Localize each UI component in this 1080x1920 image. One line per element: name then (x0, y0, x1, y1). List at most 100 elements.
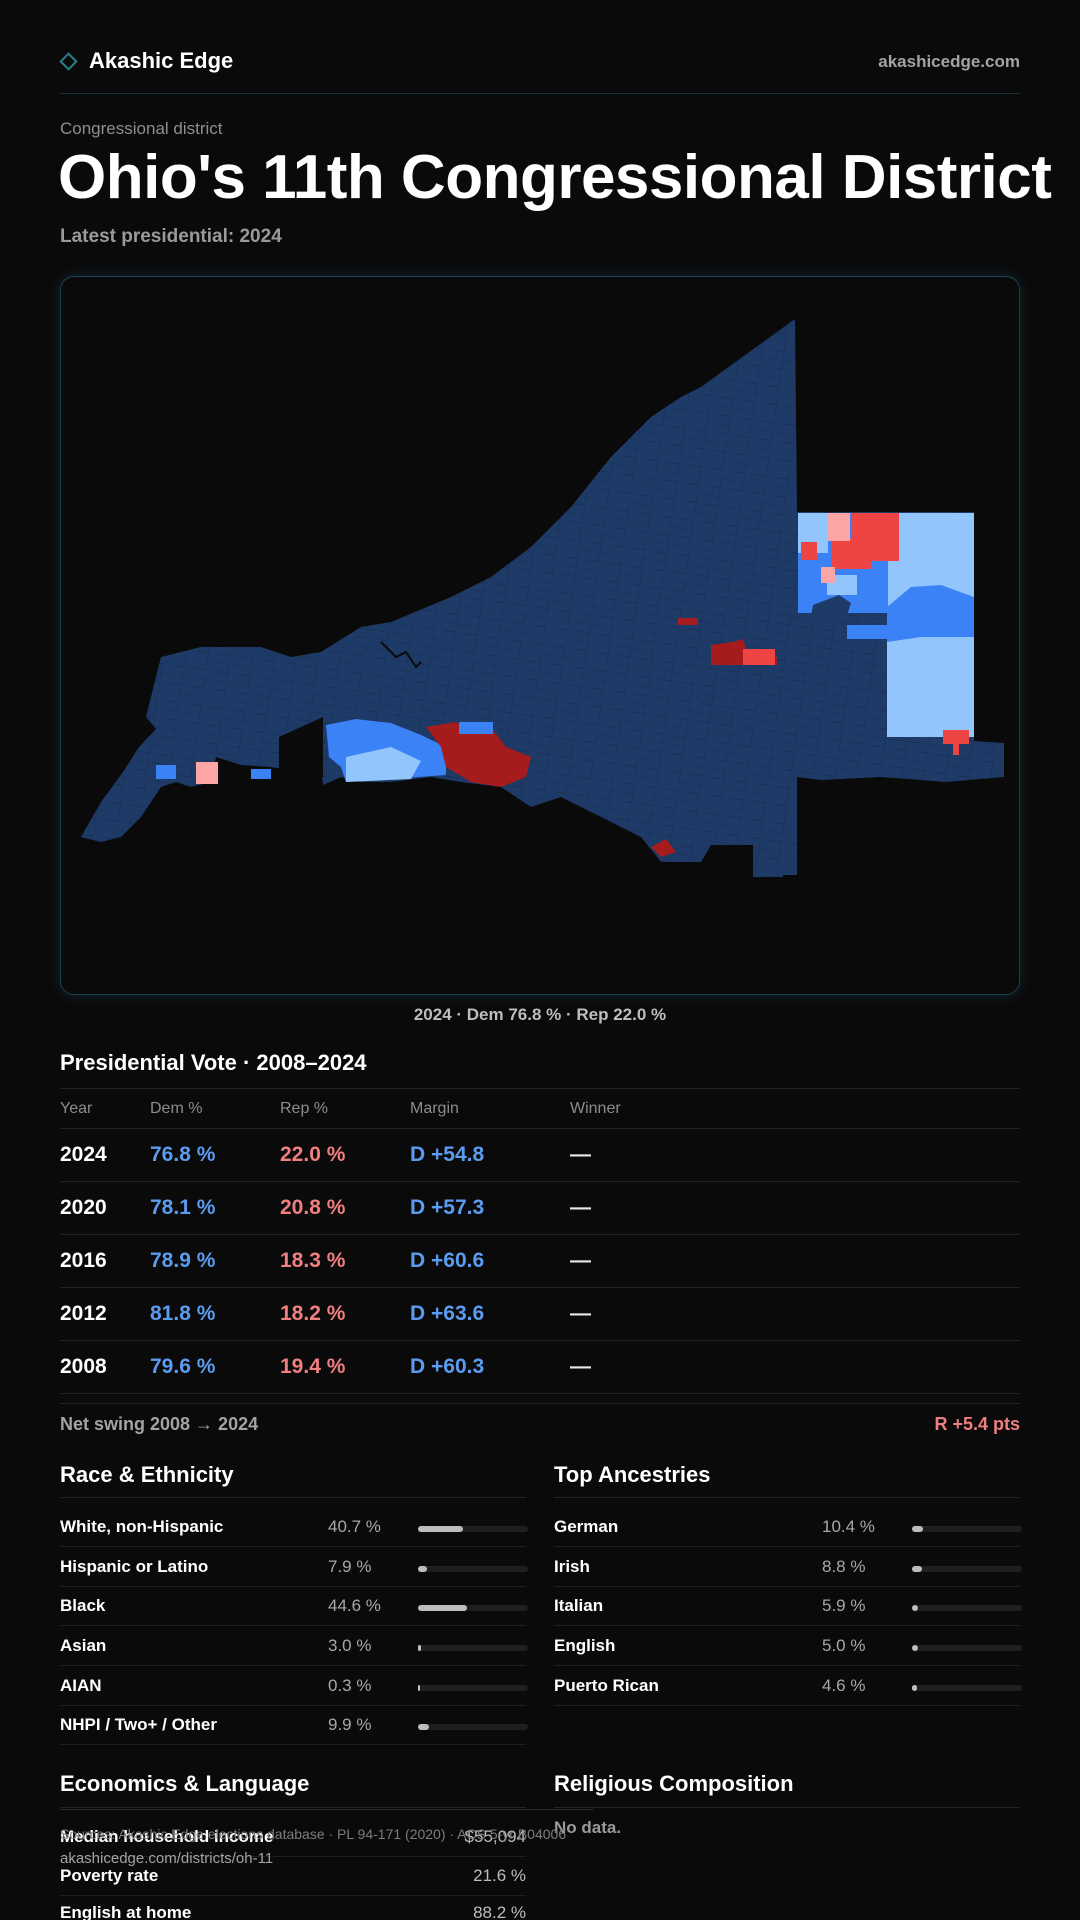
precinct-rep[interactable] (801, 542, 817, 560)
table-row: 2008 79.6 % 19.4 % D +60.3 — (60, 1341, 1020, 1394)
precinct-lean-dem[interactable] (346, 747, 421, 782)
precinct-rep[interactable] (943, 730, 969, 744)
race-row: White, non-Hispanic 40.7 % (60, 1507, 528, 1547)
district-map[interactable] (61, 277, 1020, 995)
ancestry-bar-fill (912, 1645, 918, 1651)
site-url-link[interactable]: akashicedge.com (878, 52, 1020, 71)
race-row: NHPI / Two+ / Other 9.9 % (60, 1705, 528, 1745)
footer-divider (60, 1809, 594, 1810)
race-bar-track (418, 1724, 528, 1730)
col-header-dem: Dem % (150, 1100, 203, 1117)
presidential-section-title: Presidential Vote · 2008–2024 (60, 1050, 367, 1075)
margin-cell: D +60.6 (410, 1249, 485, 1272)
ancestry-bar-fill (912, 1685, 918, 1691)
district-map-card (60, 276, 1020, 995)
rep-pct-cell: 20.8 % (280, 1196, 346, 1219)
ancestry-bar-track (912, 1685, 1022, 1691)
race-label: Hispanic or Latino (60, 1557, 209, 1576)
winner-cell: — (570, 1196, 591, 1219)
dem-pct-cell: 81.8 % (150, 1302, 216, 1325)
col-header-winner: Winner (570, 1100, 621, 1117)
ancestry-pct: 10.4 % (822, 1517, 875, 1536)
divider (554, 1497, 1020, 1498)
map-caption: 2024 · Dem 76.8 % · Rep 22.0 % (413, 1005, 667, 1024)
race-bar-fill (418, 1605, 468, 1611)
col-header-year: Year (60, 1100, 93, 1117)
race-pct: 9.9 % (328, 1715, 372, 1734)
ancestry-pct: 5.9 % (822, 1596, 866, 1615)
precinct-rep[interactable] (743, 649, 775, 665)
precinct-strong-rep[interactable] (426, 722, 531, 787)
economics-row: English at home 88.2 % (60, 1893, 526, 1920)
col-header-rep: Rep % (280, 1100, 329, 1117)
ancestry-pct: 5.0 % (822, 1636, 866, 1655)
economics-row: Poverty rate 21.6 % (60, 1856, 526, 1896)
precinct-lean-dem[interactable] (887, 672, 974, 737)
race-bar-fill (418, 1685, 421, 1691)
race-bar-fill (418, 1566, 427, 1572)
divider (554, 1807, 1020, 1808)
ancestry-bar-track (912, 1605, 1022, 1611)
divider (60, 1088, 1020, 1089)
race-bar-fill (418, 1724, 429, 1730)
race-pct: 44.6 % (328, 1596, 381, 1615)
ancestry-label: Puerto Rican (554, 1676, 659, 1695)
page-title: Ohio's 11th Congressional District (58, 143, 1052, 212)
precinct-rep[interactable] (953, 743, 959, 755)
precinct-strong-rep[interactable] (678, 618, 698, 625)
net-swing-label: Net swing 2008 → 2024 (60, 1414, 259, 1434)
precinct-lean-rep[interactable] (821, 567, 835, 583)
col-header-margin: Margin (410, 1100, 459, 1117)
race-label: Black (60, 1596, 106, 1615)
year-cell: 2024 (60, 1143, 107, 1166)
ancestry-bar-track (912, 1645, 1022, 1651)
precinct-rep[interactable] (831, 539, 871, 569)
footer-url-link[interactable]: akashicedge.com/districts/oh-11 (60, 1850, 274, 1867)
ancestry-pct: 4.6 % (822, 1676, 866, 1695)
race-row: AIAN 0.3 % (60, 1666, 528, 1706)
page-subtitle: Latest presidential: 2024 (60, 226, 282, 247)
ancestry-bar-fill (912, 1566, 922, 1572)
race-bar-fill (418, 1526, 463, 1532)
precinct-dem[interactable] (847, 625, 887, 639)
ancestry-bar-track (912, 1526, 1022, 1532)
ancestry-row: German 10.4 % (554, 1507, 1022, 1547)
divider (60, 1807, 526, 1808)
precinct-dem[interactable] (156, 765, 176, 779)
ancestry-row: English 5.0 % (554, 1626, 1022, 1666)
rep-pct-cell: 19.4 % (280, 1355, 346, 1378)
margin-cell: D +57.3 (410, 1196, 485, 1219)
precinct-strong-rep[interactable] (651, 839, 676, 857)
race-row: Black 44.6 % (60, 1586, 528, 1626)
footer-source: Sources: Akashic Edge elections database… (60, 1826, 567, 1842)
precinct-dem[interactable] (887, 585, 974, 642)
ancestry-label: Italian (554, 1596, 604, 1615)
dem-pct-cell: 76.8 % (150, 1143, 216, 1166)
race-bar-track (418, 1566, 528, 1572)
winner-cell: — (570, 1302, 591, 1325)
year-cell: 2016 (60, 1249, 107, 1272)
economics-section-title: Economics & Language (60, 1771, 310, 1796)
dem-pct-cell: 78.9 % (150, 1249, 216, 1272)
race-pct: 3.0 % (328, 1636, 372, 1655)
rep-pct-cell: 18.2 % (280, 1302, 346, 1325)
precinct-dem[interactable] (251, 769, 271, 779)
race-bar-track (418, 1526, 528, 1532)
race-pct: 0.3 % (328, 1676, 372, 1695)
dem-pct-cell: 79.6 % (150, 1355, 216, 1378)
map-gap (279, 717, 323, 777)
river-line (380, 641, 422, 669)
precinct-lean-rep[interactable] (196, 762, 218, 784)
precinct-lean-rep[interactable] (828, 513, 850, 541)
brand-name[interactable]: Akashic Edge (89, 48, 234, 73)
net-swing-value: R +5.4 pts (934, 1414, 1020, 1434)
precinct-dem[interactable] (459, 722, 493, 734)
dem-pct-cell: 78.1 % (150, 1196, 216, 1219)
precinct-strong-dem[interactable] (811, 595, 851, 625)
diamond-icon (59, 51, 78, 71)
brand-logo[interactable]: Akashic Edge (59, 48, 234, 74)
rep-pct-cell: 22.0 % (280, 1143, 346, 1166)
economics-value: 21.6 % (473, 1866, 526, 1885)
winner-cell: — (570, 1355, 591, 1378)
table-row: 2024 76.8 % 22.0 % D +54.8 — (60, 1129, 1020, 1182)
